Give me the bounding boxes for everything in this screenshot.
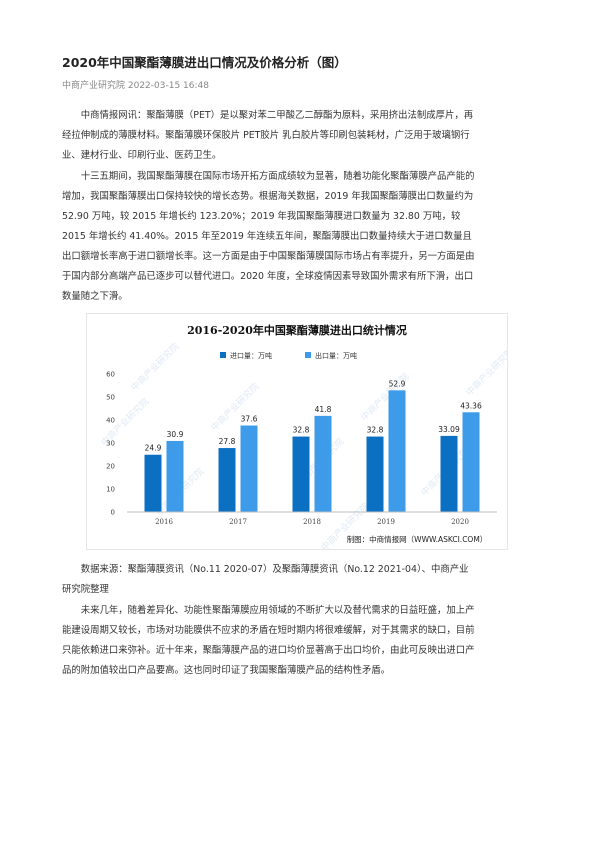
bar-value-label: 27.8 (219, 437, 236, 446)
paragraph-line: 业、建材行业、印刷行业、医药卫生。 (62, 150, 222, 161)
bar-export (314, 415, 332, 512)
bar-value-label: 41.8 (315, 405, 332, 414)
bar-value-label: 52.9 (389, 379, 406, 388)
y-tick-label: 0 (111, 509, 115, 517)
x-tick-label: 2019 (377, 518, 395, 526)
x-tick-label: 2017 (229, 518, 247, 526)
paragraph-line: 52.90 万吨，较 2015 年增长约 123.20%；2019 年我国聚酯薄… (62, 211, 461, 222)
bar-export (240, 425, 258, 512)
paragraph-line: 经拉伸制成的薄膜材料。聚酯薄膜环保胶片 PET胶片 乳白胶片等印刷包装耗材，广泛… (62, 130, 470, 141)
y-tick-label: 20 (106, 463, 115, 471)
bar-value-label: 24.9 (145, 444, 162, 453)
chart-credit: 制图：中商情报网（WWW.ASKCI.COM） (347, 534, 488, 544)
bar-import (366, 436, 384, 512)
bar-import (292, 436, 310, 512)
paragraph-line: 增加，我国聚酯薄膜出口保持较快的增长态势。根据海关数据，2019 年我国聚酯薄膜… (62, 191, 474, 202)
bar-import (218, 448, 236, 512)
paragraph-line: 于国内部分高端产品已逐步可以替代进口。2020 年度，全球疫情因素导致国外需求有… (62, 271, 474, 282)
bars-layer: 24.9 30.9 27.8 37.6 32.8 41.8 32.8 52.9 33.09 43.… (144, 379, 482, 512)
paragraph-line: 出口额增长率高于进口额增长率。这一方面是由于中国聚酯薄膜国际市场占有率提升，另一… (62, 251, 475, 262)
bar-value-label: 33.09 (438, 425, 460, 434)
paragraph-line: 研究院整理 (62, 584, 109, 595)
y-tick-label: 50 (106, 394, 115, 402)
paragraph-line: 能建设周期又较长，市场对功能膜供不应求的矛盾在短时期内将很难缓解，对于其需求的缺… (62, 625, 475, 636)
x-tick-label: 2018 (303, 518, 321, 526)
bar-value-label: 37.6 (241, 415, 258, 424)
y-tick-label: 60 (106, 371, 115, 379)
article-meta: 中商产业研究院 2022-03-15 16:48 (62, 81, 209, 91)
bar-export (166, 440, 184, 512)
paragraph-line: 数量随之下滑。 (62, 291, 128, 302)
y-tick-label: 40 (106, 417, 115, 425)
legend-swatch-import (220, 352, 226, 358)
paragraph-outlook: 未来几年，随着差异化、功能性聚酯薄膜应用领域的不断扩大以及替代需求的日益旺盛，加… (62, 601, 532, 681)
paragraph-line: 未来几年，随着差异化、功能性聚酯薄膜应用领域的不断扩大以及替代需求的日益旺盛，加… (80, 605, 475, 616)
article-title: 2020年中国聚酯薄膜进出口情况及价格分析（图） (62, 55, 347, 70)
watermark-text: 中商产业研究院 (463, 345, 507, 398)
bar-value-label: 32.8 (367, 426, 384, 435)
legend-label-import: 进口量：万吨 (230, 351, 272, 360)
bar-value-label: 43.36 (460, 401, 482, 410)
chart-title: 2016-2020年中国聚酯薄膜进出口统计情况 (187, 323, 407, 337)
bar-value-label: 30.9 (167, 430, 184, 439)
y-tick-label: 10 (106, 486, 115, 494)
paragraph-intro: 中商情报网讯：聚酯薄膜（PET）是以聚对苯二甲酸乙二醇酯为原料，采用挤出法制成厚… (62, 106, 532, 166)
paragraph-trade: 十三五期间，我国聚酯薄膜在国际市场开拓方面成绩较为显著，随着功能化聚酯薄膜产品产… (62, 167, 532, 307)
y-tick-label: 30 (106, 440, 115, 448)
bar-import (440, 435, 458, 512)
x-tick-label: 2016 (155, 518, 173, 526)
bar-chart: 中商产业研究院 中商产业研究院 中商产业研究院 中商产业研究院中商产业研究院中商产业研… (98, 323, 507, 549)
paragraph-line: 品的附加值较出口产品要高。这也同时印证了我国聚酯薄膜产品的结构性矛盾。 (62, 665, 391, 676)
chart-legend: 进口量：万吨 出口量：万吨 (220, 351, 357, 360)
watermark-text: 中商产业研究院 (128, 340, 181, 393)
x-tick-label: 2020 (451, 518, 469, 526)
paragraph-line: 2015 年增长约 41.40%。2015 年至2019 年连续五年间，聚酯薄膜… (62, 231, 472, 242)
paragraph-line: 只能依赖进口来弥补。近十年来，聚酯薄膜产品的进口均价显著高于出口均价，由此可反映… (62, 645, 475, 656)
paragraph-line: 十三五期间，我国聚酯薄膜在国际市场开拓方面成绩较为显著，随着功能化聚酯薄膜产品产… (80, 171, 475, 182)
y-axis: 0 10 20 30 40 50 60 (106, 371, 115, 517)
bar-value-label: 32.8 (293, 426, 310, 435)
bar-import (144, 454, 162, 512)
legend-swatch-export (305, 352, 311, 358)
paragraph-source: 数据来源：聚酯薄膜资讯（No.11 2020-07）及聚酯薄膜资讯（No.12 … (62, 560, 532, 600)
x-axis: 2016 2017 2018 2019 2020 (127, 511, 497, 526)
paragraph-line: 中商情报网讯：聚酯薄膜（PET）是以聚对苯二甲酸乙二醇酯为原料，采用挤出法制成厚… (80, 110, 474, 121)
chart-figure: 中商产业研究院 中商产业研究院 中商产业研究院 中商产业研究院 中商产业研究院 中商产业研… (86, 313, 508, 550)
legend-label-export: 出口量：万吨 (315, 351, 357, 360)
paragraph-line: 数据来源：聚酯薄膜资讯（No.11 2020-07）及聚酯薄膜资讯（No.12 … (80, 564, 469, 575)
bar-export (388, 390, 406, 512)
bar-export (462, 412, 480, 512)
watermark-text: 中商产业研究院 (208, 380, 261, 433)
